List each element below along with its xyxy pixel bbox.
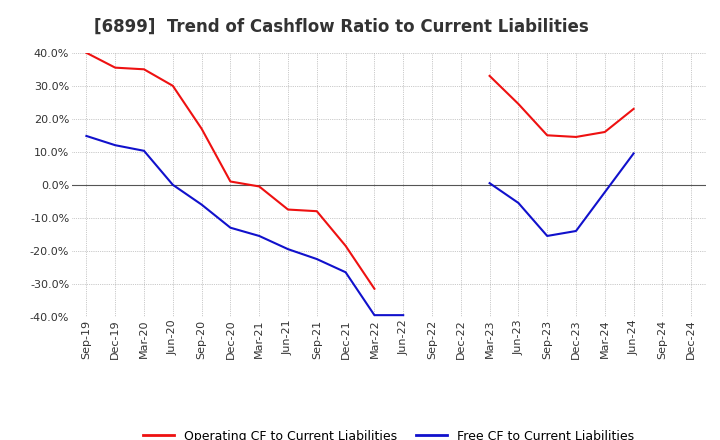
Text: [6899]  Trend of Cashflow Ratio to Current Liabilities: [6899] Trend of Cashflow Ratio to Curren… xyxy=(94,18,588,36)
Legend: Operating CF to Current Liabilities, Free CF to Current Liabilities: Operating CF to Current Liabilities, Fre… xyxy=(138,425,639,440)
